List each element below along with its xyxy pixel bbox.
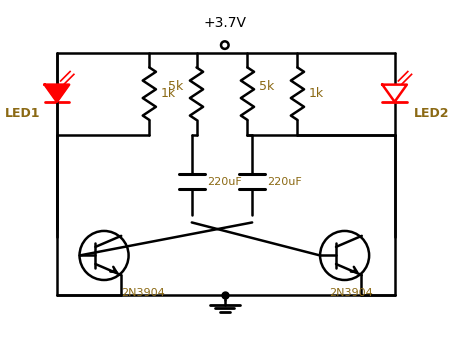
Text: LED2: LED2 bbox=[413, 108, 448, 121]
Text: 2N3904: 2N3904 bbox=[121, 288, 165, 298]
Polygon shape bbox=[45, 85, 69, 102]
Text: LED1: LED1 bbox=[5, 108, 40, 121]
Text: 220uF: 220uF bbox=[267, 177, 301, 187]
Text: 5k: 5k bbox=[168, 80, 183, 93]
Text: 5k: 5k bbox=[258, 80, 273, 93]
Text: 1k: 1k bbox=[308, 87, 323, 100]
Text: 1k: 1k bbox=[160, 87, 175, 100]
Polygon shape bbox=[382, 85, 406, 102]
Text: 220uF: 220uF bbox=[207, 177, 241, 187]
Text: 2N3904: 2N3904 bbox=[329, 288, 373, 298]
Text: +3.7V: +3.7V bbox=[203, 16, 246, 30]
